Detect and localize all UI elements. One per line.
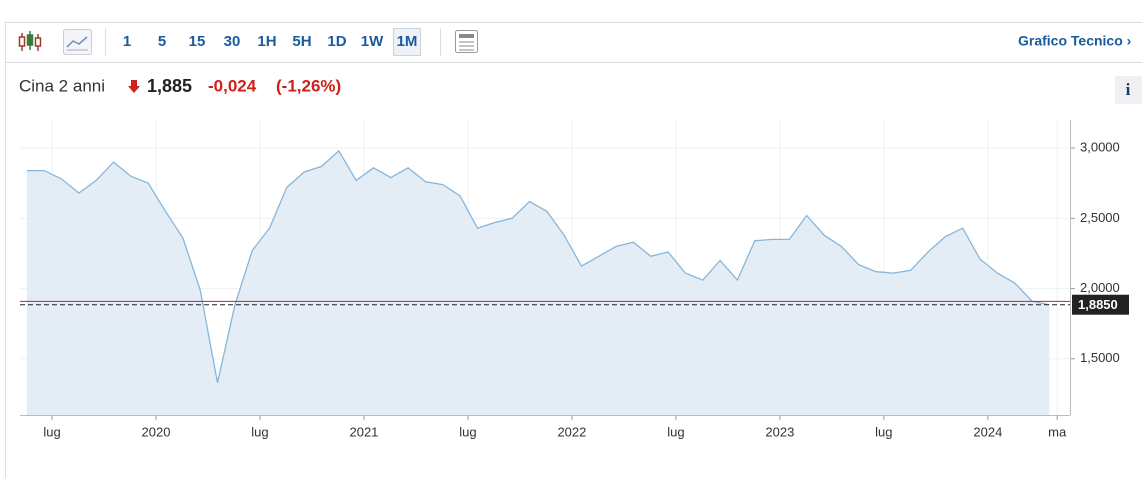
x-tick-label: lug [875, 424, 892, 439]
info-button-bg[interactable] [1115, 76, 1142, 104]
x-tick-label: 2020 [142, 424, 171, 439]
y-tick-label: 2,0000 [1080, 280, 1120, 295]
x-tick-label: lug [667, 424, 684, 439]
down-arrow [128, 80, 140, 93]
interval-button[interactable]: 5H [292, 33, 311, 50]
interval-button[interactable]: 1D [327, 33, 346, 50]
x-tick-label: lug [459, 424, 476, 439]
change: -0,024 [208, 76, 257, 95]
selected-interval[interactable] [393, 28, 421, 56]
interval-button[interactable]: 1M [397, 33, 418, 50]
x-tick-label: lug [43, 424, 60, 439]
x-tick-label: ma [1048, 424, 1067, 439]
x-tick-label: 2021 [349, 424, 378, 439]
x-tick-label: 2023 [765, 424, 794, 439]
last-value-label: 1,8850 [1078, 297, 1118, 312]
price: 1,885 [147, 76, 192, 96]
plot: 1,5000 2,0000 2,5000 3,0000 lug 2020 lug 2021 lu… [20, 120, 1129, 439]
change-percent: (-1,26%) [276, 76, 341, 95]
line-chart-icon[interactable] [63, 29, 92, 55]
interval-button[interactable]: 30 [224, 33, 241, 50]
x-tick-label: 2024 [973, 424, 1002, 439]
interval-button[interactable]: 1W [361, 33, 384, 50]
instrument-name: Cina 2 anni [19, 76, 105, 95]
interval-button[interactable]: 1 [123, 33, 131, 50]
x-tick-label: 2022 [557, 424, 586, 439]
y-tick-label: 3,0000 [1080, 140, 1120, 155]
table-icon[interactable] [455, 30, 478, 53]
last-value-box [1072, 294, 1129, 315]
candlestick-icon[interactable] [18, 31, 42, 51]
y-tick-label: 1,5000 [1080, 350, 1120, 365]
interval-button[interactable]: 5 [158, 33, 166, 50]
x-tick-label: lug [251, 424, 268, 439]
interval-button[interactable]: 15 [189, 33, 206, 50]
technical-chart-link[interactable]: Grafico Tecnico › [1018, 33, 1132, 49]
y-tick-label: 2,5000 [1080, 210, 1120, 225]
info-button[interactable]: i [1126, 80, 1131, 99]
area-fill [26, 150, 1050, 415]
interval-button[interactable]: 1H [257, 33, 276, 50]
price-line [26, 149, 1050, 383]
